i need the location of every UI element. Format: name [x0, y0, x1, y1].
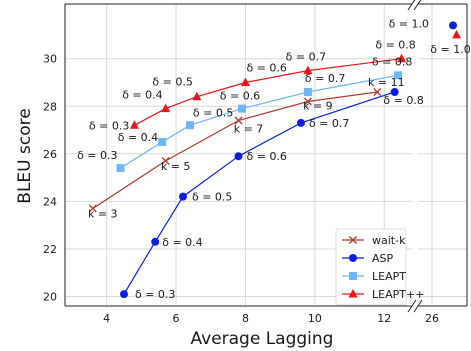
x-marker [349, 236, 357, 244]
series-line [123, 91, 395, 295]
y-tick-label: 24 [43, 195, 57, 208]
x-tick-label: 12 [377, 312, 391, 325]
data-label: δ = 0.8 [375, 39, 415, 52]
triangle-marker [192, 91, 202, 101]
triangle-marker [161, 103, 171, 113]
x-tick-label: 8 [242, 312, 249, 325]
legend-label: LEAPT [372, 270, 406, 283]
series-line [92, 91, 378, 210]
legend-item: LEAPT++ [342, 288, 424, 301]
legend-label: ASP [372, 252, 394, 265]
data-label: δ = 0.7 [286, 51, 326, 64]
y-tick-label: 30 [43, 53, 57, 66]
annotations: k = 3k = 5k = 7k = 9k = 11δ = 0.3δ = 0.4… [77, 17, 471, 301]
data-label: δ = 0.4 [122, 89, 162, 102]
square-marker [158, 137, 167, 146]
data-label: δ = 0.6 [220, 90, 260, 103]
legend: wait-k ASP LEAPT LEAPT++ [335, 228, 424, 306]
triangle-marker [303, 65, 313, 75]
series-wait-k [88, 88, 382, 213]
data-label: δ = 0.8 [372, 55, 412, 68]
series-asp [119, 21, 457, 299]
x-marker [303, 97, 312, 106]
data-label: k = 9 [303, 99, 333, 112]
data-label: δ = 1.0 [430, 43, 470, 56]
data-label: δ = 0.7 [305, 72, 345, 85]
square-marker [303, 87, 312, 96]
x-marker [161, 156, 170, 165]
data-label: δ = 0.3 [77, 149, 117, 162]
data-label: δ = 0.7 [309, 117, 349, 130]
x-marker [373, 88, 382, 96]
triangle-marker [348, 289, 358, 298]
data-label: k = 5 [161, 160, 191, 173]
square-marker [394, 71, 403, 80]
triangle-marker [397, 53, 407, 63]
triangle-marker [452, 29, 461, 39]
triangle-marker [240, 77, 250, 86]
data-label: δ = 0.5 [152, 76, 192, 89]
circle-marker [349, 254, 357, 262]
legend-label: LEAPT++ [372, 288, 424, 301]
y-tick-label: 26 [43, 148, 57, 161]
circle-marker [178, 192, 187, 201]
square-marker [349, 272, 357, 280]
axis-break-mark [413, 299, 423, 313]
x-axis-title: Average Lagging [191, 329, 334, 349]
x-tick-label: 6 [173, 312, 180, 325]
data-label: δ = 0.5 [192, 191, 232, 204]
data-label: δ = 0.3 [89, 119, 129, 132]
x-tick-label: 10 [308, 312, 322, 325]
y-axis-title: BLEU score [15, 108, 35, 203]
y-tick-label: 28 [43, 100, 57, 113]
axis-break-mark [407, 0, 416, 11]
legend-item: LEAPT [342, 270, 406, 283]
square-marker [116, 164, 125, 173]
circle-marker [151, 237, 160, 246]
circle-marker [119, 290, 128, 299]
legend-frame [335, 228, 407, 306]
data-label: δ = 1.0 [389, 17, 429, 30]
series-line [120, 74, 399, 169]
square-marker [237, 104, 246, 113]
data-label: δ = 0.4 [162, 236, 202, 249]
data-label: δ = 0.4 [118, 131, 158, 144]
y-tick-label: 20 [43, 290, 57, 303]
data-label: δ = 0.6 [246, 61, 286, 74]
series-line [134, 58, 402, 126]
data-label: δ = 0.3 [135, 288, 175, 301]
axis-break-mark [413, 0, 422, 11]
data-label: k = 7 [234, 123, 264, 136]
legend-label: wait-k [372, 234, 406, 247]
circle-marker [234, 152, 243, 161]
series-leapt- [129, 29, 461, 129]
x-marker [234, 116, 243, 125]
axis-break-mark [407, 299, 417, 313]
x-tick-label: 26 [425, 312, 439, 325]
data-label: δ = 0.5 [193, 106, 233, 119]
axes: 20 22 24 26 28 30 4 6 8 10 12 26 [43, 0, 468, 325]
circle-marker [390, 87, 399, 96]
y-tick-label: 22 [43, 243, 57, 256]
series-leapt [116, 71, 403, 173]
data-label: δ = 0.8 [383, 94, 423, 107]
square-marker [185, 121, 194, 130]
circle-marker [296, 118, 305, 127]
series-layer [88, 21, 461, 299]
x-tick-label: 4 [103, 312, 110, 325]
legend-item: wait-k [342, 234, 406, 247]
circle-marker [449, 21, 457, 30]
data-label: k = 3 [88, 208, 118, 221]
data-label: δ = 0.6 [247, 150, 287, 163]
triangle-marker [129, 120, 139, 129]
data-label: k = 11 [368, 76, 405, 89]
x-marker [88, 204, 97, 213]
legend-item: ASP [342, 252, 394, 265]
